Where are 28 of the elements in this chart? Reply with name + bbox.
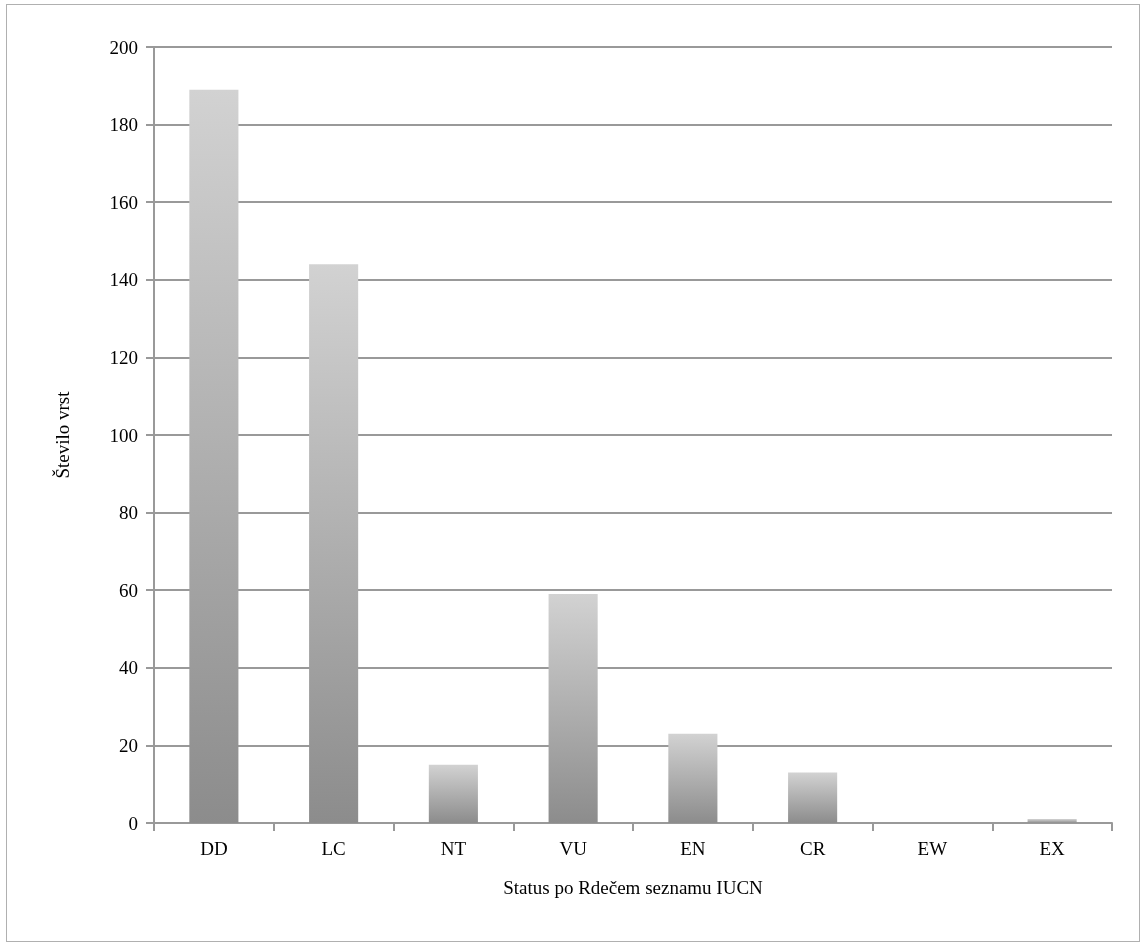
x-tick-label: EW: [917, 838, 948, 859]
y-tick-label: 0: [128, 812, 138, 834]
y-tick-label: 20: [119, 734, 138, 756]
y-tick-label: 140: [109, 269, 138, 291]
x-axis-title: Status po Rdečem seznamu IUCN: [503, 877, 764, 898]
y-tick-label: 40: [119, 657, 138, 679]
y-axis-title: Število vrst: [52, 390, 73, 479]
y-tick-label: 100: [109, 424, 138, 446]
bar: [548, 594, 598, 823]
y-tick-label: 60: [119, 579, 138, 601]
bar: [309, 264, 359, 823]
x-tick-label: CR: [799, 838, 826, 859]
x-tick-label: EX: [1039, 838, 1066, 859]
x-tick-label: VU: [559, 838, 588, 859]
bar: [1027, 819, 1077, 823]
x-tick-label: EN: [680, 838, 706, 859]
bar: [668, 733, 718, 823]
y-tick-label: 180: [109, 114, 138, 136]
y-tick-label: 200: [109, 36, 138, 58]
x-tick-label: LC: [321, 838, 346, 859]
x-tick-label: DD: [200, 838, 228, 859]
bar: [788, 772, 838, 823]
y-tick-label: 120: [109, 346, 138, 368]
bar: [189, 89, 239, 823]
x-tick-label: NT: [440, 838, 467, 859]
y-tick-label: 160: [109, 191, 138, 213]
bar: [428, 764, 478, 823]
y-tick-label: 80: [119, 502, 138, 524]
